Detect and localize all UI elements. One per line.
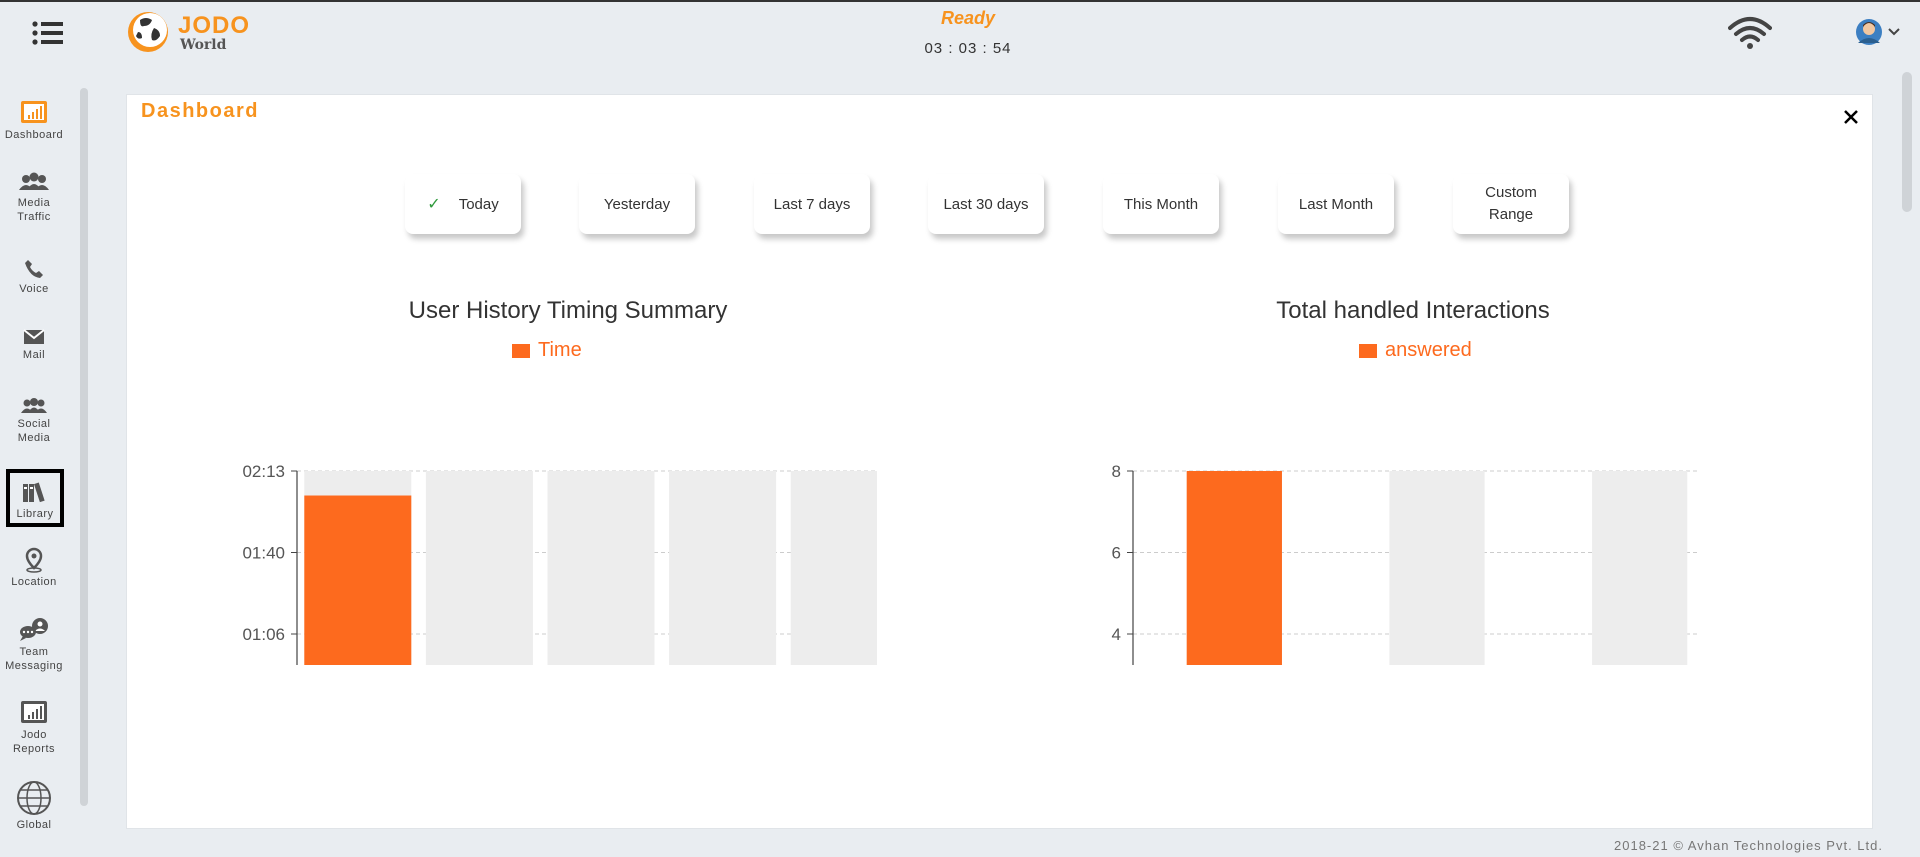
y-tick-label: 8 bbox=[1112, 462, 1121, 481]
sidebar-item-dashboard[interactable]: Dashboard bbox=[3, 100, 65, 142]
y-tick-label: 4 bbox=[1112, 625, 1121, 644]
sidebar-item-label: Mail bbox=[22, 349, 46, 361]
avatar bbox=[1856, 19, 1882, 45]
chevron-down-icon bbox=[1888, 28, 1900, 36]
filter-label: Today bbox=[458, 195, 499, 213]
media-traffic-icon bbox=[19, 172, 49, 190]
chart-title-timing: User History Timing Summary bbox=[408, 297, 728, 324]
filter-last-month[interactable]: Last Month bbox=[1278, 174, 1394, 234]
team-messaging-icon bbox=[20, 618, 48, 641]
sidebar-item-media-traffic[interactable]: Media Traffic bbox=[3, 172, 65, 224]
logo-secondary-text: World bbox=[180, 37, 227, 53]
location-icon bbox=[25, 547, 43, 573]
sidebar-item-team-messaging[interactable]: Team Messaging bbox=[3, 617, 65, 673]
globe-logo-icon bbox=[128, 12, 168, 52]
logo-primary-text: JODO bbox=[178, 12, 251, 39]
legend-swatch bbox=[512, 343, 530, 358]
app-header: JODO World Ready 03 : 03 : 54 bbox=[0, 2, 1920, 64]
dashboard-icon bbox=[21, 101, 47, 123]
y-tick-label: 01:06 bbox=[242, 625, 285, 644]
filter-today[interactable]: ✓ Today bbox=[405, 174, 521, 234]
page-title: Dashboard bbox=[141, 100, 259, 122]
bar[interactable] bbox=[304, 495, 412, 665]
footer-copyright: 2018-21 © Avhan Technologies Pvt. Ltd. bbox=[1614, 838, 1883, 853]
sidebar-item-social-media[interactable]: Social Media bbox=[3, 397, 65, 445]
filter-label: Custom Range bbox=[1485, 184, 1537, 223]
bar-background bbox=[1389, 471, 1485, 665]
filter-last-7-days[interactable]: Last 7 days bbox=[754, 174, 870, 234]
sidebar-item-label: Global bbox=[16, 819, 52, 831]
phone-icon bbox=[25, 260, 43, 278]
hamburger-menu-icon[interactable] bbox=[30, 18, 70, 48]
sidebar-item-global[interactable]: Global bbox=[3, 780, 65, 832]
filter-yesterday[interactable]: Yesterday bbox=[579, 174, 695, 234]
agent-status: Ready bbox=[940, 8, 996, 28]
mail-icon bbox=[23, 329, 45, 344]
sidebar-item-label: Social Media bbox=[17, 418, 51, 444]
legend-swatch bbox=[1359, 343, 1377, 358]
bar-background bbox=[669, 471, 777, 665]
sidebar-scrollbar[interactable] bbox=[80, 88, 88, 806]
filter-label: Yesterday bbox=[603, 195, 671, 213]
filter-label: Last Month bbox=[1298, 195, 1374, 213]
interactions-chart: 02468 bbox=[1112, 462, 1697, 665]
social-media-icon bbox=[21, 398, 47, 413]
checkmark-icon: ✓ bbox=[427, 196, 441, 213]
app-logo: JODO World bbox=[126, 8, 266, 56]
filter-custom-range[interactable]: Custom Range bbox=[1453, 174, 1569, 234]
sidebar-item-label: Library bbox=[16, 508, 54, 520]
legend-time: Time bbox=[512, 339, 582, 362]
user-menu[interactable] bbox=[1855, 17, 1905, 47]
sidebar-item-label: Voice bbox=[19, 283, 49, 295]
sidebar-item-location[interactable]: Location bbox=[3, 547, 65, 589]
y-tick-label: 02:13 bbox=[242, 462, 285, 481]
sidebar-item-label: Location bbox=[11, 576, 57, 588]
wifi-icon bbox=[1728, 16, 1772, 50]
filter-last-30-days[interactable]: Last 30 days bbox=[928, 174, 1044, 234]
y-tick-label: 6 bbox=[1112, 544, 1121, 563]
sidebar-item-label: Jodo Reports bbox=[12, 729, 56, 755]
library-icon bbox=[23, 482, 45, 503]
globe-icon bbox=[17, 781, 51, 815]
legend-label: Time bbox=[538, 339, 582, 361]
y-tick-label: 01:40 bbox=[242, 544, 285, 563]
filter-label: This Month bbox=[1123, 195, 1199, 213]
sidebar-item-label: Media Traffic bbox=[17, 197, 51, 223]
sidebar-item-mail[interactable]: Mail bbox=[3, 328, 65, 362]
sidebar-item-jodo-reports[interactable]: Jodo Reports bbox=[3, 700, 65, 756]
close-icon[interactable] bbox=[1839, 105, 1863, 129]
filter-label: Last 7 days bbox=[773, 195, 851, 213]
filter-this-month[interactable]: This Month bbox=[1103, 174, 1219, 234]
sidebar-item-label: Dashboard bbox=[4, 129, 64, 141]
reports-icon bbox=[21, 701, 47, 723]
page-scrollbar[interactable] bbox=[1902, 72, 1912, 212]
top-border bbox=[0, 0, 1920, 2]
legend-label: answered bbox=[1385, 339, 1472, 361]
bar-background bbox=[790, 471, 877, 665]
chart-title-interactions: Total handled Interactions bbox=[1276, 297, 1550, 324]
sidebar-item-library[interactable]: Library bbox=[6, 469, 64, 527]
timing-summary-chart: 00:0000:3301:0601:4002:13ReadyTalkingWra… bbox=[242, 462, 877, 665]
dashboard-panel: Dashboard ✓ Today Yesterday Last 7 days … bbox=[126, 94, 1873, 829]
bar[interactable] bbox=[1186, 471, 1282, 665]
legend-answered: answered bbox=[1359, 339, 1472, 362]
bar-background bbox=[1592, 471, 1688, 665]
bar-background bbox=[425, 471, 533, 665]
sidebar-item-label: Team Messaging bbox=[5, 646, 63, 672]
filter-label: Last 30 days bbox=[943, 195, 1029, 213]
sidebar-item-voice[interactable]: Voice bbox=[3, 258, 65, 296]
bar-background bbox=[547, 471, 655, 665]
status-timer: 03 : 03 : 54 bbox=[924, 40, 1012, 57]
